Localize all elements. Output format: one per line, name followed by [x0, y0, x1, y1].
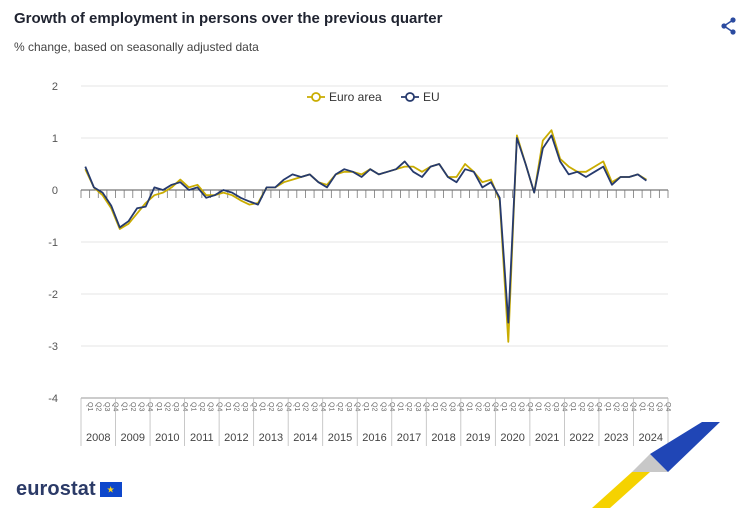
quarter-tick-label: Q1 [362, 402, 369, 411]
quarter-tick-label: Q2 [164, 402, 171, 411]
quarter-tick-label: Q3 [345, 402, 352, 411]
year-label: 2016 [362, 432, 386, 444]
series-line-euro-area [84, 129, 647, 343]
quarter-tick-label: Q2 [267, 402, 274, 411]
quarter-tick-label: Q3 [138, 402, 145, 411]
y-tick-label: 2 [52, 81, 58, 93]
y-tick-label: -3 [48, 341, 58, 353]
quarter-tick-label: Q1 [500, 402, 507, 411]
quarter-tick-label: Q3 [172, 402, 179, 411]
year-label: 2009 [121, 432, 145, 444]
legend-marker [311, 92, 321, 102]
share-icon[interactable] [719, 16, 739, 36]
quarter-tick-label: Q2 [94, 402, 101, 411]
chart-subtitle: % change, based on seasonally adjusted d… [14, 40, 259, 54]
chart-title: Growth of employment in persons over the… [14, 10, 443, 27]
quarter-tick-label: Q2 [336, 402, 343, 411]
eurostat-logo-text: eurostat [16, 478, 96, 500]
series-line-eu [84, 134, 647, 324]
year-label: 2024 [638, 432, 662, 444]
quarter-tick-label: Q3 [517, 402, 524, 411]
year-label: 2018 [431, 432, 455, 444]
chart-legend: Euro area EU [307, 90, 440, 104]
quarter-tick-label: Q1 [604, 402, 611, 411]
quarter-tick-label: Q2 [302, 402, 309, 411]
quarter-tick-label: Q1 [224, 402, 231, 411]
eu-flag-icon: ★ [99, 482, 122, 497]
y-tick-label: 0 [52, 185, 58, 197]
quarter-tick-label: Q2 [405, 402, 412, 411]
y-tick-label: -1 [48, 237, 58, 249]
quarter-tick-label: Q3 [552, 402, 559, 411]
year-label: 2019 [466, 432, 490, 444]
year-label: 2017 [397, 432, 421, 444]
year-label: 2014 [293, 432, 317, 444]
year-label: 2010 [155, 432, 179, 444]
year-label: 2015 [328, 432, 352, 444]
quarter-tick-label: Q3 [586, 402, 593, 411]
quarter-tick-label: Q3 [276, 402, 283, 411]
quarter-tick-label: Q1 [397, 402, 404, 411]
quarter-tick-label: Q1 [120, 402, 127, 411]
legend-label: Euro area [329, 90, 382, 104]
decorative-chevron-graphic [592, 422, 720, 508]
quarter-tick-label: Q2 [371, 402, 378, 411]
quarter-tick-label: Q3 [483, 402, 490, 411]
chart-series [84, 129, 647, 343]
x-axis: Q1Q2Q3Q4Q1Q2Q3Q4Q1Q2Q3Q4Q1Q2Q3Q4Q1Q2Q3Q4… [80, 189, 671, 446]
quarter-tick-label: Q3 [103, 402, 110, 411]
year-label: 2022 [569, 432, 593, 444]
legend-label: EU [423, 90, 440, 104]
quarter-tick-label: Q2 [612, 402, 619, 411]
quarter-tick-label: Q1 [638, 402, 645, 411]
quarter-tick-label: Q2 [474, 402, 481, 411]
quarter-tick-label: Q2 [543, 402, 550, 411]
quarter-tick-label: Q1 [466, 402, 473, 411]
quarter-tick-label: Q1 [328, 402, 335, 411]
quarter-tick-label: Q1 [535, 402, 542, 411]
quarter-tick-label: Q3 [656, 402, 663, 411]
year-label: 2023 [604, 432, 628, 444]
year-label: 2020 [500, 432, 524, 444]
quarter-tick-label: Q1 [155, 402, 162, 411]
quarter-tick-label: Q2 [647, 402, 654, 411]
quarter-tick-label: Q1 [86, 402, 93, 411]
year-label: 2008 [86, 432, 110, 444]
quarter-tick-label: Q2 [233, 402, 240, 411]
quarter-tick-label: Q3 [414, 402, 421, 411]
quarter-tick-label: Q1 [258, 402, 265, 411]
year-label: 2012 [224, 432, 248, 444]
quarter-tick-label: Q2 [198, 402, 205, 411]
y-tick-label: -2 [48, 289, 58, 301]
quarter-tick-label: Q1 [189, 402, 196, 411]
quarter-tick-label: Q1 [431, 402, 438, 411]
quarter-tick-label: Q3 [310, 402, 317, 411]
quarter-tick-label: Q3 [379, 402, 386, 411]
legend-marker [405, 92, 415, 102]
year-label: 2013 [259, 432, 283, 444]
quarter-tick-label: Q3 [448, 402, 455, 411]
y-axis: 2 1 0 -1 -2 -3 -4 [48, 81, 58, 405]
eurostat-logo: eurostat ★ [16, 478, 122, 501]
year-label: 2021 [535, 432, 559, 444]
y-tick-label: -4 [48, 393, 58, 405]
quarter-tick-label: Q1 [293, 402, 300, 411]
quarter-tick-label: Q3 [621, 402, 628, 411]
quarter-tick-label: Q1 [569, 402, 576, 411]
quarter-tick-label: Q2 [509, 402, 516, 411]
quarter-tick-label: Q2 [578, 402, 585, 411]
year-label: 2011 [190, 432, 214, 444]
quarter-tick-label: Q3 [207, 402, 214, 411]
quarter-tick-label: Q2 [129, 402, 136, 411]
quarter-tick-label: Q3 [241, 402, 248, 411]
quarter-tick-label: Q2 [440, 402, 447, 411]
y-tick-label: 1 [52, 133, 58, 145]
chart-gridlines [81, 85, 668, 399]
